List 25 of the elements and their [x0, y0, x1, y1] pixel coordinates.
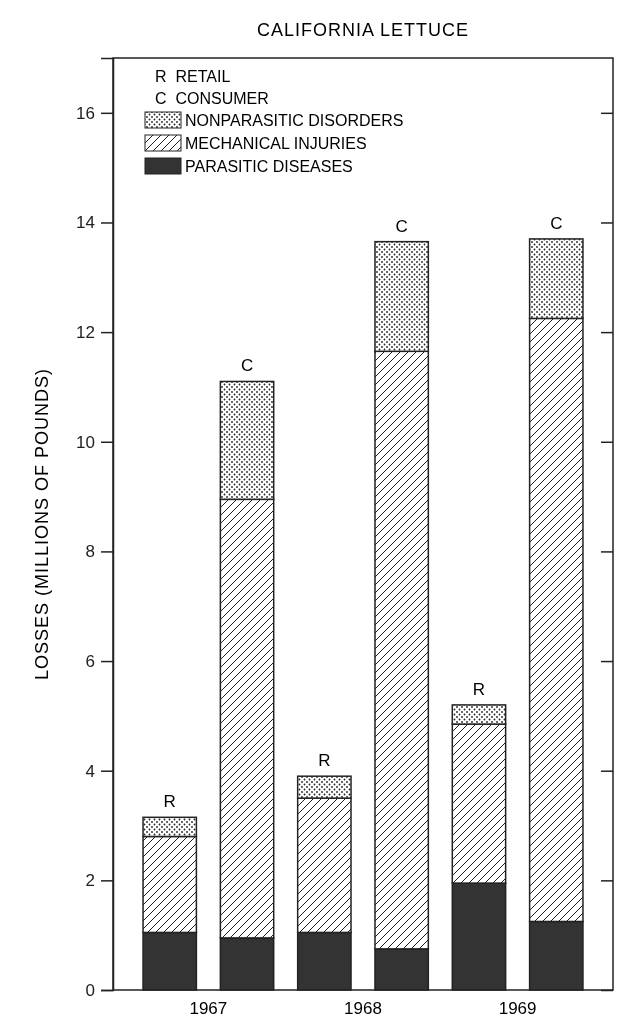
y-tick-label: 12 [76, 323, 95, 343]
data-label: C [550, 213, 563, 233]
legend-label: PARASITIC DISEASES [185, 158, 353, 175]
annotation: R RETAIL [155, 68, 231, 85]
data-label: R [472, 679, 486, 699]
text: 1968 [344, 999, 382, 1017]
y-tick-label: 4 [85, 761, 95, 781]
text: 1969 [498, 999, 537, 1017]
data-label: R [318, 751, 331, 771]
y-tick-label: 8 [85, 542, 95, 562]
y-axis-title: LOSSES (MILLIONS OF POUNDS) [32, 367, 52, 681]
data-label: C [240, 356, 254, 376]
legend-label: NONPARASITIC DISORDERS [185, 112, 404, 129]
text: 1967 [189, 999, 228, 1017]
y-tick-label: 14 [76, 213, 95, 233]
data-label: R [163, 792, 176, 812]
data-label: C [395, 216, 408, 236]
annotation: C CONSUMER [155, 90, 269, 107]
y-tick-label: 6 [85, 652, 95, 671]
y-tick-label: 10 [76, 432, 95, 452]
y-tick-label: 0 [85, 980, 95, 1000]
y-tick-label: 2 [85, 871, 95, 891]
legend-label: MECHANICAL INJURIES [185, 135, 367, 152]
y-tick-label: 16 [76, 103, 95, 123]
chart-title: CALIFORNIA LETTUCE [256, 20, 470, 40]
